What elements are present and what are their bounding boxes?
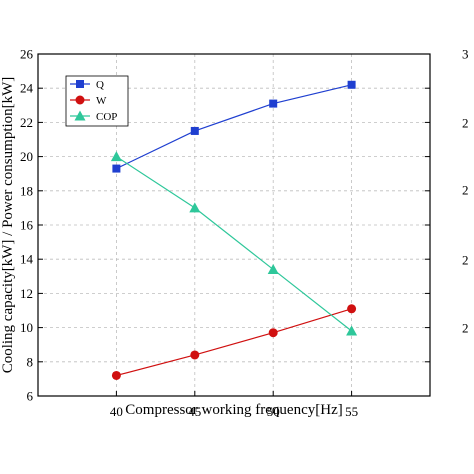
data-point-w xyxy=(268,328,278,338)
data-point-q xyxy=(347,80,356,89)
data-point-q xyxy=(190,126,199,135)
y-tick-label: 8 xyxy=(27,354,34,369)
data-point-cop xyxy=(189,202,201,213)
y-tick-label: 14 xyxy=(20,252,34,267)
data-point-w xyxy=(190,350,200,360)
y-tick-label: 24 xyxy=(20,81,34,96)
y-tick-label: 20 xyxy=(20,149,33,164)
x-tick-label: 50 xyxy=(267,404,280,419)
right-axis-tick-label: 3 xyxy=(462,47,469,62)
right-axis-tick-label: 2 xyxy=(462,321,469,336)
x-tick-label: 40 xyxy=(110,404,123,419)
data-point-cop xyxy=(110,151,122,162)
legend-marker xyxy=(75,95,85,105)
legend: QW COP xyxy=(65,75,129,127)
x-axis-title: Compressor working frequency[Hz] xyxy=(125,402,342,418)
data-point-w xyxy=(111,370,121,380)
grid xyxy=(38,54,430,396)
legend-marker xyxy=(76,80,84,88)
series-q xyxy=(112,80,356,173)
right-axis-tick-label: 2 xyxy=(462,253,469,268)
legend-label: W xyxy=(96,95,107,107)
y-tick-label: 6 xyxy=(27,389,34,404)
y-tick-label: 18 xyxy=(20,183,33,198)
data-point-cop xyxy=(346,325,358,336)
legend-label: COP xyxy=(96,111,117,123)
series-cop xyxy=(110,151,358,336)
series-line-cop xyxy=(116,156,352,332)
y-tick-label: 26 xyxy=(20,47,34,62)
data-point-q xyxy=(112,164,121,173)
right-axis-tick-label: 2 xyxy=(462,116,469,131)
right-axis-tick-label: 2 xyxy=(462,183,469,198)
y-tick-label: 16 xyxy=(20,218,34,233)
y-tick-label: 10 xyxy=(20,320,33,335)
data-point-w xyxy=(347,304,357,314)
series-line-q xyxy=(116,84,352,170)
y-tick-label: 22 xyxy=(20,115,33,130)
y-tick-label: 12 xyxy=(20,286,33,301)
series-layer xyxy=(110,80,358,380)
series-line-w xyxy=(116,308,352,377)
legend-marker xyxy=(74,110,86,121)
y-axis-title: Cooling capacity[kW] / Power consumption… xyxy=(0,77,16,374)
series-w xyxy=(111,304,357,380)
data-point-q xyxy=(269,99,278,108)
x-tick-label: 55 xyxy=(345,404,358,419)
x-tick-label: 45 xyxy=(188,404,201,419)
data-point-cop xyxy=(267,263,279,274)
legend-label: Q xyxy=(96,79,104,91)
